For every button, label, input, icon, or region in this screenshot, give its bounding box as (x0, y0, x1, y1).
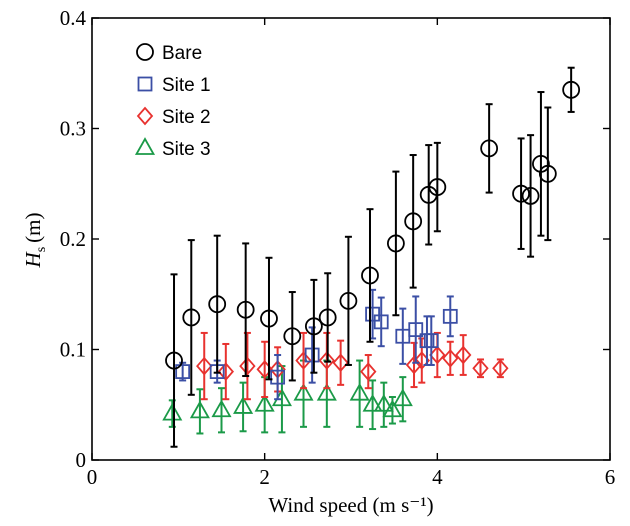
data-point (208, 295, 227, 314)
data-point (211, 399, 232, 418)
data-point (270, 369, 286, 385)
data-point (538, 164, 557, 183)
data-point (365, 306, 380, 322)
series-site-3 (162, 359, 413, 435)
data-point (492, 358, 509, 378)
legend-marker-site-2 (136, 106, 154, 126)
data-point (236, 300, 255, 319)
data-point (217, 362, 235, 381)
data-point (233, 396, 254, 414)
data-point (293, 382, 314, 401)
data-point (254, 393, 275, 412)
data-point (260, 309, 278, 328)
y-axis-label-var: H (21, 250, 45, 268)
data-point (386, 234, 405, 253)
data-point (521, 187, 540, 205)
data-point (442, 308, 458, 324)
data-point (318, 351, 336, 370)
x-tick-label: 6 (605, 465, 616, 489)
data-point (165, 351, 183, 370)
data-point (304, 317, 323, 336)
data-point (428, 178, 447, 196)
legend-marker-site-1 (137, 76, 153, 92)
data-point (373, 393, 394, 412)
y-tick-label: 0.2 (60, 227, 86, 251)
legend-label-site-3: Site 3 (162, 139, 211, 160)
x-tick-label: 0 (87, 465, 98, 489)
data-point (332, 353, 349, 373)
data-point (392, 388, 413, 407)
data-point (373, 314, 389, 330)
data-point (349, 382, 370, 401)
x-tick-label: 2 (259, 465, 270, 489)
data-point (429, 345, 446, 365)
data-point (175, 364, 191, 380)
data-point (480, 139, 499, 158)
legend-label-bare: Bare (162, 43, 202, 64)
y-tick-label: 0.4 (60, 6, 87, 30)
legend-label-site-2: Site 2 (162, 107, 211, 128)
data-point (408, 322, 424, 338)
data-point (283, 327, 302, 346)
data-point (455, 345, 472, 365)
data-point (339, 291, 358, 310)
y-axis-label-unit: (m) (21, 213, 45, 243)
y-axis-label-sub: s (34, 247, 49, 252)
data-point (239, 356, 256, 376)
x-axis-label: Wind speed (m s⁻¹) (268, 493, 433, 517)
data-point (295, 351, 312, 370)
data-point (382, 399, 403, 418)
legend-label-site-1: Site 1 (162, 75, 211, 96)
data-point (196, 356, 213, 376)
data-point (361, 266, 379, 285)
y-axis-label: Hs (m) (21, 213, 49, 269)
y-tick-label: 0.3 (60, 117, 86, 141)
y-tick-label: 0.1 (60, 338, 86, 362)
legend-marker-site-3 (134, 137, 156, 155)
data-point (362, 393, 383, 412)
data-point (472, 358, 489, 378)
legend-marker-bare (136, 43, 154, 61)
data-point (189, 400, 210, 419)
data-point (182, 308, 201, 327)
series-bare (165, 66, 581, 448)
data-point (360, 362, 377, 381)
axis-ticks: 0 2 4 6 0 0.1 0.2 0.3 0.4 (60, 6, 616, 489)
x-tick-label: 4 (432, 465, 443, 489)
data-point (512, 184, 530, 203)
legend: Bare Site 1 Site 2 Site 3 (134, 43, 211, 160)
data-point (423, 333, 439, 349)
data-point (304, 347, 320, 363)
data-point (442, 348, 459, 368)
series-site-2 (196, 331, 509, 401)
data-marks (162, 66, 581, 448)
data-point (162, 402, 183, 421)
data-point (316, 382, 337, 401)
data-point (318, 308, 337, 327)
data-point (404, 212, 423, 231)
y-tick-label: 0 (76, 448, 87, 472)
data-point (562, 80, 581, 99)
